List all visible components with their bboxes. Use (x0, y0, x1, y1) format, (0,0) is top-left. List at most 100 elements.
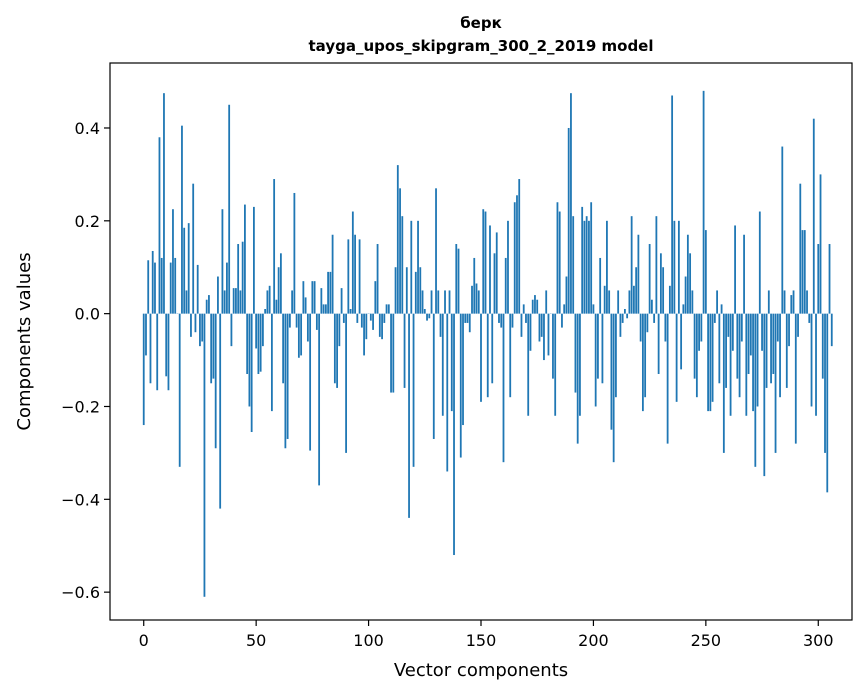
bar-224 (646, 313, 649, 333)
bar-227 (653, 313, 656, 323)
bar-19 (185, 290, 188, 314)
bar-226 (650, 299, 653, 314)
bar-300 (817, 244, 820, 314)
bar-304 (826, 313, 829, 493)
bar-118 (408, 313, 410, 518)
bar-251 (707, 313, 709, 412)
bar-211 (617, 290, 620, 314)
bar-269 (747, 313, 750, 374)
bar-207 (608, 290, 611, 314)
bar-198 (588, 220, 590, 314)
y-tick-label: 0.4 (75, 119, 100, 138)
bar-145 (468, 313, 471, 333)
bar-191 (572, 216, 575, 314)
bar-228 (655, 216, 658, 314)
bar-222 (641, 313, 644, 412)
bar-148 (475, 283, 478, 314)
x-axis-ticks: 0 50 100 150 200 250 300 (139, 620, 834, 650)
bar-133 (441, 313, 444, 416)
bar-252 (709, 313, 712, 412)
bar-77 (315, 313, 318, 330)
bar-85 (333, 313, 336, 384)
x-tick-label: 200 (578, 631, 609, 650)
bar-214 (624, 309, 626, 314)
x-tick-label: 0 (139, 631, 149, 650)
bar-119 (410, 220, 413, 314)
bar-292 (799, 183, 802, 314)
bar-270 (749, 313, 752, 356)
bar-5 (154, 262, 156, 314)
bar-284 (781, 146, 784, 314)
bar-256 (718, 313, 721, 384)
bar-152 (484, 211, 487, 314)
bar-162 (507, 220, 509, 314)
bar-73 (306, 313, 309, 342)
bar-244 (691, 290, 694, 314)
bar-190 (570, 93, 572, 314)
bar-197 (585, 216, 588, 314)
bar-175 (536, 299, 539, 314)
bar-49 (253, 206, 255, 314)
bar-303 (824, 313, 826, 453)
bar-32 (214, 313, 217, 449)
bar-260 (727, 313, 730, 337)
bar-210 (615, 313, 617, 398)
bar-287 (788, 313, 790, 347)
plot-frame (109, 62, 853, 621)
bar-107 (383, 313, 386, 323)
bar-102 (372, 313, 374, 330)
bar-293 (801, 230, 804, 314)
x-tick-label: 50 (246, 631, 266, 650)
bar-217 (630, 216, 633, 314)
bar-174 (534, 295, 536, 314)
bar-182 (552, 313, 554, 379)
bar-97 (360, 313, 363, 328)
x-tick-label: 250 (691, 631, 722, 650)
y-tick-label: 0.0 (75, 305, 100, 324)
bar-246 (695, 313, 698, 398)
bar-159 (500, 313, 503, 328)
bar-121 (414, 271, 417, 314)
bar-130 (435, 188, 437, 314)
bar-137 (450, 313, 453, 412)
bar-106 (381, 313, 383, 340)
bar-161 (504, 257, 507, 314)
bar-16 (178, 313, 181, 467)
bar-29 (208, 295, 210, 314)
bar-238 (677, 220, 680, 314)
bar-11 (167, 313, 170, 391)
bar-170 (525, 313, 527, 323)
bar-150 (480, 313, 482, 402)
bar-169 (522, 304, 525, 314)
bar-230 (659, 253, 662, 314)
bar-6 (156, 313, 159, 391)
bar-184 (556, 202, 559, 314)
bar-233 (666, 313, 669, 444)
bar-129 (432, 313, 435, 439)
bar-306 (830, 313, 833, 347)
bar-164 (511, 313, 514, 328)
bar-202 (597, 313, 599, 379)
bar-283 (779, 313, 781, 398)
bar-69 (297, 313, 300, 358)
bar-83 (329, 271, 332, 314)
bar-79 (320, 288, 323, 314)
bar-27 (203, 313, 206, 597)
bar-229 (657, 313, 660, 374)
bar-285 (783, 290, 786, 314)
bar-96 (358, 239, 361, 314)
bar-274 (758, 211, 761, 314)
bar-153 (486, 313, 489, 398)
bar-258 (722, 313, 725, 453)
bar-218 (633, 285, 635, 314)
bar-14 (174, 257, 177, 314)
bar-146 (471, 285, 473, 314)
bar-134 (444, 290, 446, 314)
bar-289 (792, 290, 795, 314)
bar-298 (812, 118, 815, 314)
bar-301 (819, 174, 822, 314)
bar-93 (351, 211, 354, 314)
bar-142 (462, 313, 464, 426)
bar-173 (531, 299, 534, 314)
bar-99 (365, 313, 368, 340)
